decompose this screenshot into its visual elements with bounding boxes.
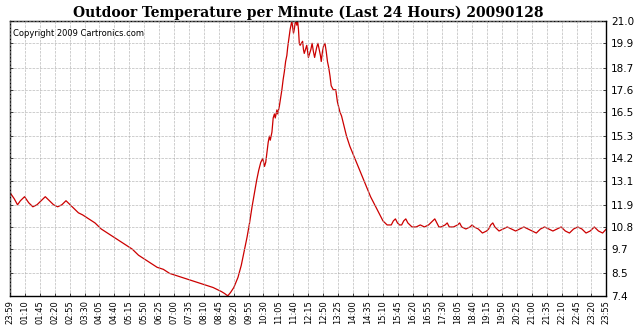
Title: Outdoor Temperature per Minute (Last 24 Hours) 20090128: Outdoor Temperature per Minute (Last 24 … <box>73 6 543 20</box>
Text: Copyright 2009 Cartronics.com: Copyright 2009 Cartronics.com <box>13 29 144 38</box>
